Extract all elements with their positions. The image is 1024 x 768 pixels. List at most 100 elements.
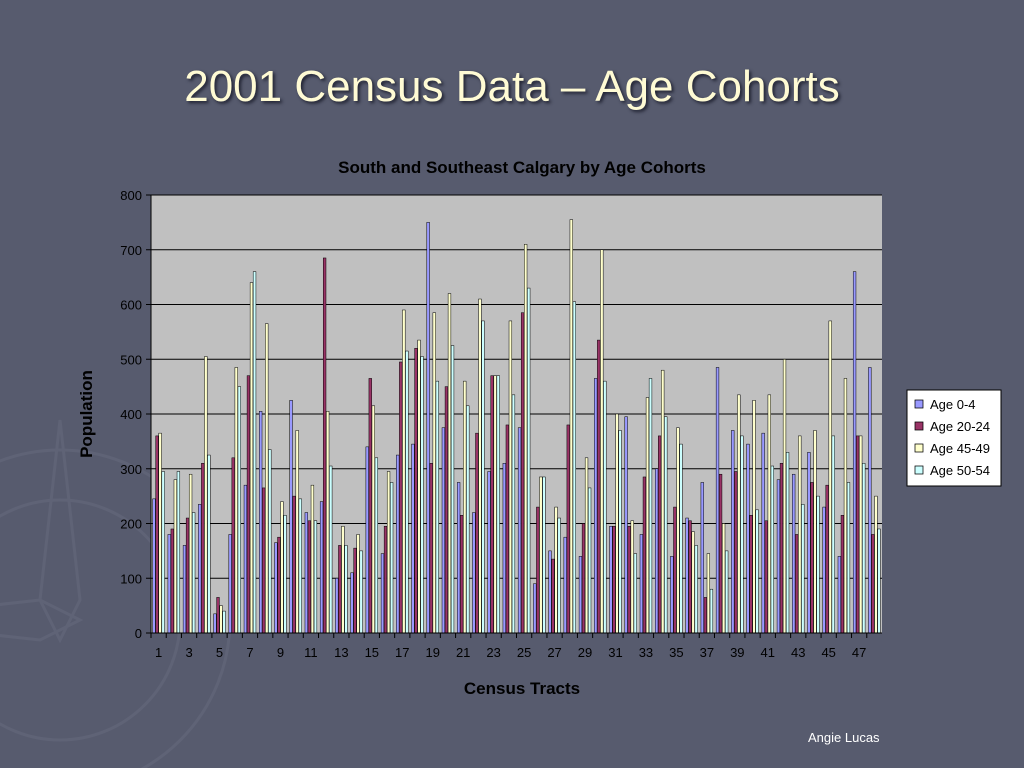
bar-age-20-24-tract-4 <box>201 463 205 634</box>
bar-age-0-4-tract-2 <box>167 534 171 634</box>
x-tick-label: 35 <box>669 645 683 660</box>
y-tick-label: 0 <box>135 626 142 641</box>
bar-age-20-24-tract-27 <box>551 558 555 634</box>
bar-age-50-54-tract-27 <box>557 517 561 634</box>
x-tick-label: 39 <box>730 645 744 660</box>
bar-age-45-49-tract-30 <box>600 249 604 634</box>
bar-age-45-49-tract-46 <box>843 378 848 634</box>
bar-age-50-54-tract-2 <box>176 471 181 634</box>
bar-age-20-24-tract-15 <box>368 378 372 634</box>
bar-age-0-4-tract-45 <box>822 506 826 634</box>
chart-title: South and Southeast Calgary by Age Cohor… <box>338 158 706 177</box>
bar-age-50-54-tract-21 <box>466 405 470 634</box>
bar-age-45-49-tract-15 <box>371 405 375 634</box>
x-tick-label: 47 <box>852 645 866 660</box>
x-tick-label: 41 <box>761 645 775 660</box>
bar-age-50-54-tract-41 <box>770 465 774 634</box>
bar-age-20-24-tract-21 <box>460 515 464 634</box>
bar-age-0-4-tract-1 <box>152 498 156 634</box>
bar-age-45-49-tract-37 <box>706 553 711 634</box>
x-tick-label: 5 <box>216 645 223 660</box>
bar-age-50-54-tract-34 <box>664 416 668 634</box>
bar-age-50-54-tract-20 <box>450 345 455 634</box>
x-tick-label: 25 <box>517 645 531 660</box>
legend-swatch <box>914 399 924 409</box>
bar-age-0-4-tract-37 <box>700 482 704 634</box>
bar-age-45-49-tract-2 <box>173 479 177 634</box>
bar-age-50-54-tract-22 <box>481 320 485 634</box>
bar-age-20-24-tract-16 <box>383 525 388 634</box>
bar-age-45-49-tract-25 <box>524 244 528 634</box>
bar-age-0-4-tract-27 <box>548 550 552 634</box>
bar-age-45-49-tract-43 <box>798 435 802 634</box>
bar-age-45-49-tract-8 <box>265 323 269 634</box>
bar-age-45-49-tract-11 <box>310 484 315 634</box>
x-tick-label: 13 <box>334 645 348 660</box>
bar-age-50-54-tract-40 <box>755 509 759 634</box>
author-credit: Angie Lucas <box>808 730 880 745</box>
bar-age-0-4-tract-3 <box>182 545 187 634</box>
bar-age-20-24-tract-31 <box>612 525 616 634</box>
bar-age-20-24-tract-29 <box>581 523 586 634</box>
y-tick-label: 300 <box>120 462 142 477</box>
bar-age-0-4-tract-32 <box>624 416 628 634</box>
bar-age-20-24-tract-2 <box>170 528 174 634</box>
bar-age-45-49-tract-1 <box>158 432 162 634</box>
bar-age-45-49-tract-7 <box>249 282 254 634</box>
bar-age-45-49-tract-13 <box>341 525 345 634</box>
bar-age-45-49-tract-28 <box>569 219 573 634</box>
bar-age-0-4-tract-25 <box>517 427 522 634</box>
bar-age-0-4-tract-38 <box>715 367 720 634</box>
bar-age-45-49-tract-22 <box>478 298 482 634</box>
bar-age-20-24-tract-43 <box>795 534 799 634</box>
bar-age-45-49-tract-38 <box>721 523 726 634</box>
bar-age-20-24-tract-41 <box>764 520 768 634</box>
bar-age-45-49-tract-48 <box>874 495 878 634</box>
bar-age-20-24-tract-18 <box>414 348 418 634</box>
bar-age-50-54-tract-9 <box>283 515 287 634</box>
bar-age-20-24-tract-23 <box>490 375 494 634</box>
bar-age-45-49-tract-32 <box>630 520 634 634</box>
bar-age-20-24-tract-19 <box>429 463 433 634</box>
x-axis-label: Census Tracts <box>464 679 580 698</box>
legend-swatch <box>914 443 924 453</box>
bar-age-50-54-tract-36 <box>694 545 698 634</box>
x-tick-label: 7 <box>246 645 253 660</box>
legend-label: Age 45-49 <box>930 441 990 456</box>
bar-age-20-24-tract-7 <box>246 375 251 634</box>
gridlines <box>151 194 882 634</box>
bar-age-20-24-tract-36 <box>688 520 692 634</box>
x-tick-label: 43 <box>791 645 805 660</box>
bar-age-0-4-tract-42 <box>776 479 781 634</box>
bar-age-20-24-tract-5 <box>216 597 220 634</box>
bar-age-0-4-tract-7 <box>243 484 248 634</box>
bar-age-45-49-tract-27 <box>554 506 558 634</box>
bar-age-45-49-tract-6 <box>234 367 238 634</box>
legend-swatch <box>914 421 924 431</box>
bar-age-0-4-tract-47 <box>852 271 857 634</box>
bar-age-50-54-tract-28 <box>572 301 576 634</box>
legend-label: Age 50-54 <box>930 463 990 478</box>
bar-age-0-4-tract-16 <box>380 553 385 634</box>
x-tick-label: 29 <box>578 645 592 660</box>
bar-age-0-4-tract-6 <box>228 534 232 634</box>
bar-age-45-49-tract-14 <box>356 534 360 634</box>
bar-age-50-54-tract-25 <box>527 287 531 634</box>
bar-age-45-49-tract-19 <box>432 312 436 634</box>
bar-age-0-4-tract-18 <box>411 443 415 634</box>
x-tick-label: 3 <box>185 645 192 660</box>
bar-age-0-4-tract-36 <box>685 517 689 634</box>
bar-age-45-49-tract-29 <box>584 457 589 634</box>
bar-age-50-54-tract-15 <box>374 457 379 634</box>
bar-age-20-24-tract-28 <box>566 424 570 634</box>
y-tick-label: 400 <box>120 407 142 422</box>
y-tick-label: 600 <box>120 298 142 313</box>
bar-age-50-54-tract-14 <box>359 550 363 634</box>
bar-age-20-24-tract-9 <box>277 536 281 634</box>
slide-title: 2001 Census Data – Age Cohorts <box>184 62 840 111</box>
bar-age-0-4-tract-17 <box>396 454 400 634</box>
bar-age-0-4-tract-22 <box>472 512 476 634</box>
bar-age-0-4-tract-4 <box>198 504 202 634</box>
bar-age-0-4-tract-14 <box>350 572 354 634</box>
bar-age-0-4-tract-48 <box>868 367 872 634</box>
